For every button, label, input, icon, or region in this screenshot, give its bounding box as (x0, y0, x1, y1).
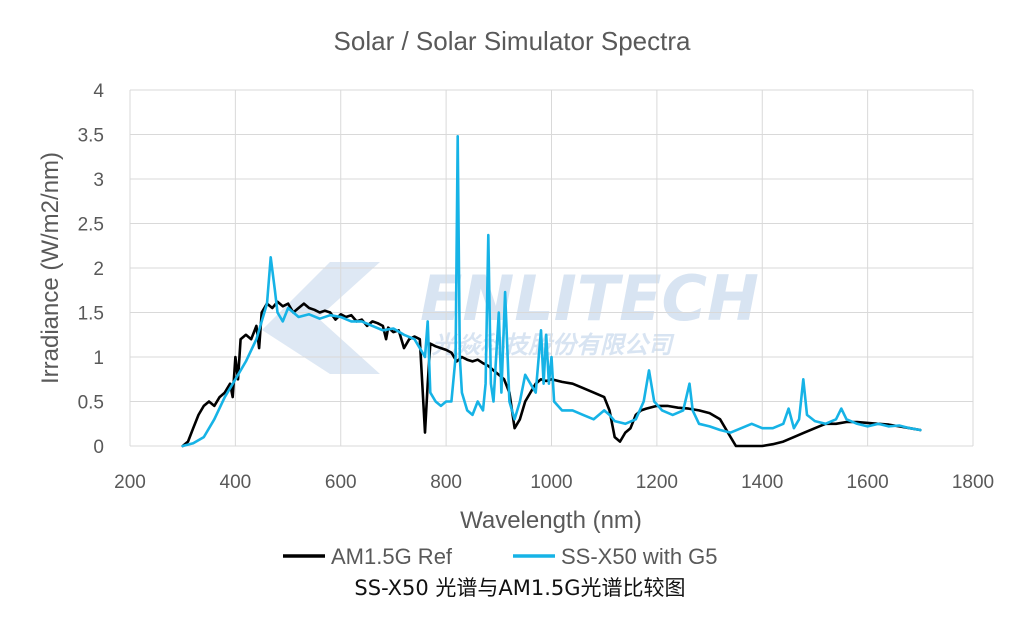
grid-lines (129, 89, 974, 447)
y-tick-label: 1 (93, 348, 104, 369)
x-axis-ticks: 200 400 600 800 1000 1200 1400 1600 1800 (114, 472, 994, 493)
watermark-brand-text: ENLITECH (420, 262, 759, 335)
x-tick-label: 1600 (846, 472, 888, 493)
y-tick-label: 0 (93, 437, 104, 458)
legend-label-2: SS-X50 with G5 (561, 544, 718, 569)
x-tick-label: 1400 (741, 472, 783, 493)
y-tick-label: 1.5 (78, 304, 104, 325)
watermark-chevron-icon (262, 262, 380, 374)
y-tick-label: 2.5 (78, 215, 104, 236)
watermark-subtitle-text: 光焱科技股份有限公司 (431, 331, 675, 359)
x-tick-label: 400 (220, 472, 252, 493)
y-tick-label: 3 (93, 170, 104, 191)
chart-title: Solar / Solar Simulator Spectra (334, 26, 691, 56)
legend: AM1.5G Ref SS-X50 with G5 (283, 544, 718, 569)
y-tick-label: 3.5 (78, 126, 104, 147)
x-tick-label: 1200 (636, 472, 678, 493)
figure-caption: SS-X50 光谱与AM1.5G光谱比较图 (354, 576, 685, 600)
y-axis-title: Irradiance (W/m2/nm) (37, 152, 64, 384)
x-tick-label: 1000 (530, 472, 572, 493)
series-line-2 (181, 135, 922, 448)
legend-label-1: AM1.5G Ref (331, 544, 453, 569)
x-tick-label: 800 (430, 472, 462, 493)
x-axis-title: Wavelength (nm) (460, 507, 642, 534)
y-tick-label: 4 (93, 81, 104, 102)
y-axis-ticks: 0 0.5 1 1.5 2 2.5 3 3.5 4 (78, 81, 105, 458)
series-layer (181, 135, 922, 448)
y-tick-label: 2 (93, 259, 104, 280)
x-tick-label: 200 (114, 472, 146, 493)
x-tick-label: 1800 (952, 472, 994, 493)
watermark-logo: ENLITECH 光焱科技股份有限公司 (262, 262, 759, 374)
y-tick-label: 0.5 (78, 393, 104, 414)
x-tick-label: 600 (325, 472, 357, 493)
